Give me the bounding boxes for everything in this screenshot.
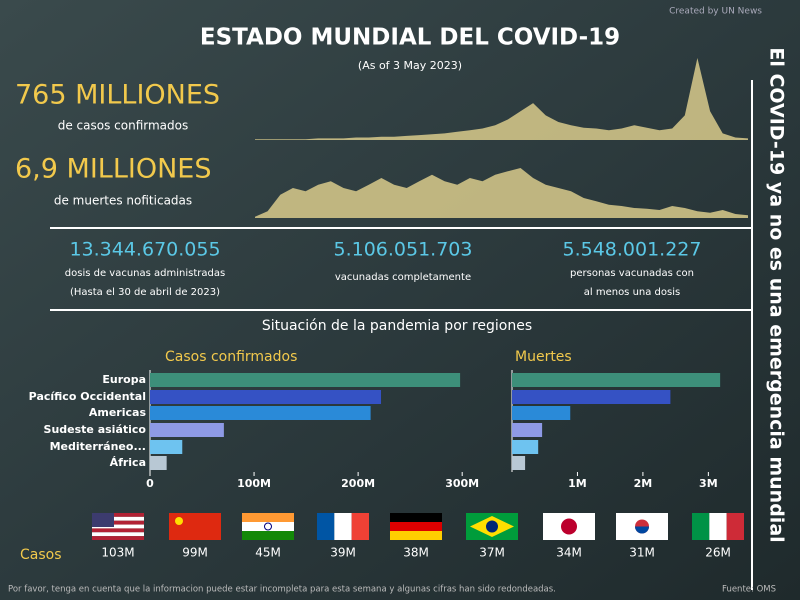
bar <box>512 406 571 420</box>
regions-title: Situación de la pandemia por regiones <box>262 318 532 334</box>
flag-stripe <box>709 513 727 540</box>
stat-label: (Hasta el 30 de abril de 2023) <box>70 287 220 298</box>
bar <box>512 373 721 387</box>
credit: Created by UN News <box>669 7 762 17</box>
stat-label: al menos una dosis <box>584 287 680 298</box>
flag-stripe <box>92 524 144 529</box>
flag-stripe <box>92 513 144 517</box>
bar <box>512 456 526 470</box>
country-value: 37M <box>479 546 505 560</box>
flag-stripe <box>726 513 744 540</box>
category-label: África <box>110 456 146 469</box>
country-value: 99M <box>182 546 208 560</box>
flag-stripe <box>390 522 442 531</box>
flag-globe <box>486 520 498 533</box>
x-tick-label: 200M <box>341 477 375 490</box>
country-value: 26M <box>705 546 731 560</box>
x-tick-label: 0 <box>146 477 154 490</box>
country-value: 34M <box>556 546 582 560</box>
category-label: Europa <box>102 373 146 386</box>
headline-label: de muertes nofiticadas <box>54 194 192 208</box>
flag-stripe <box>334 513 352 540</box>
stat-label: vacunadas completamente <box>335 272 471 283</box>
flag-stripe <box>92 520 144 525</box>
flag-stripe <box>351 513 369 540</box>
subtitle: (As of 3 May 2023) <box>358 59 462 72</box>
flag-taeguk <box>635 526 649 534</box>
countries-label: Casos <box>20 547 62 563</box>
flag-canton <box>92 513 114 527</box>
headline-label: de casos confirmados <box>58 119 189 133</box>
flag-stripe <box>242 513 294 522</box>
bar <box>512 440 539 454</box>
x-tick-label: 1M <box>568 477 587 490</box>
category-label: Americas <box>89 406 147 419</box>
headline-value: 6,9 MILLIONES <box>15 154 211 185</box>
title: ESTADO MUNDIAL DEL COVID-19 <box>200 25 620 51</box>
country-value: 38M <box>403 546 429 560</box>
flag-stripe <box>92 516 144 521</box>
flag-stripe <box>692 513 710 540</box>
country-value: 31M <box>629 546 655 560</box>
country-value: 39M <box>330 546 356 560</box>
stat-value: 13.344.670.055 <box>69 239 220 261</box>
side-text: El COVID-19 ya no es una emergencia mund… <box>766 47 788 542</box>
x-tick-label: 2M <box>634 477 653 490</box>
flag-stripe <box>92 536 144 540</box>
category-label: Mediterráneo... <box>50 440 146 453</box>
bar <box>150 390 382 404</box>
category-label: Pacífico Occidental <box>29 390 146 403</box>
flag-wheel <box>264 522 272 531</box>
bar <box>512 390 671 404</box>
stat-value: 5.106.051.703 <box>333 239 472 261</box>
x-tick-label: 300M <box>445 477 479 490</box>
bar <box>512 423 543 437</box>
flag-stripe <box>317 513 335 540</box>
bar <box>150 406 371 420</box>
chart-title: Casos confirmados <box>165 349 297 365</box>
bar <box>150 440 183 454</box>
country-value: 103M <box>101 546 134 560</box>
area <box>255 58 748 140</box>
flag-stripe <box>242 522 294 531</box>
flag-stripe <box>242 531 294 540</box>
stat-value: 5.548.001.227 <box>562 239 701 261</box>
chart-title: Muertes <box>515 349 572 365</box>
area <box>255 168 748 218</box>
flag-stripe <box>92 532 144 537</box>
headline-value: 765 MILLIONES <box>15 80 220 111</box>
bar <box>150 456 167 470</box>
x-tick-label: 100M <box>237 477 271 490</box>
bar <box>150 423 224 437</box>
flag-star <box>175 517 183 525</box>
flag-sun <box>561 518 577 535</box>
bar <box>150 373 461 387</box>
footer-source: Fuente: OMS <box>722 585 776 595</box>
category-label: Sudeste asiático <box>44 423 147 436</box>
stat-label: dosis de vacunas administradas <box>65 268 225 279</box>
flag-stripe <box>390 531 442 540</box>
flag-stripe <box>92 528 144 533</box>
x-tick-label: 3M <box>699 477 718 490</box>
flag-stripe <box>390 513 442 522</box>
footer-note: Por favor, tenga en cuenta que la inform… <box>8 585 556 595</box>
flag <box>169 513 221 540</box>
country-value: 45M <box>255 546 281 560</box>
stat-label: personas vacunadas con <box>570 268 694 279</box>
